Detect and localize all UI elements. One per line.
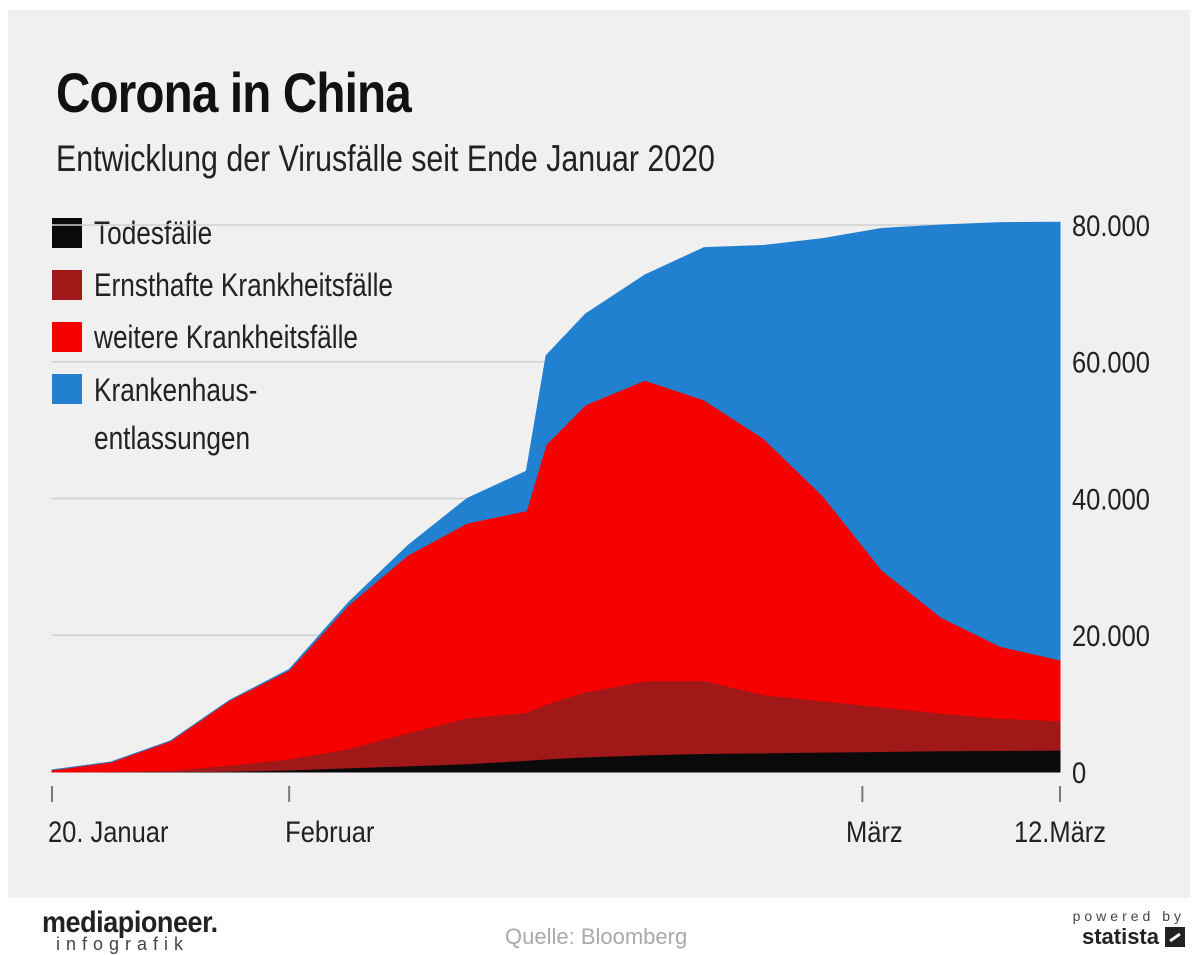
powered-by-label: powered by [1073, 908, 1185, 924]
x-axis-ticks: 20. Januar Februar März 12.März [48, 786, 1106, 848]
x-tick-label-1: Februar [285, 815, 374, 848]
y-axis-ticks: 0 20.000 40.000 60.000 80.000 [1072, 209, 1150, 789]
statista-wordmark-wrap: statista [1082, 924, 1185, 950]
x-tick-label-0: 20. Januar [48, 815, 168, 848]
y-tick-label-1: 20.000 [1072, 619, 1150, 652]
statista-logo: powered by statista [1073, 908, 1185, 950]
brand-logo: mediapioneer. infografik [42, 906, 237, 955]
x-tick-label-3: 12.März [1014, 815, 1106, 848]
y-tick-label-3: 60.000 [1072, 346, 1150, 379]
y-tick-label-2: 40.000 [1072, 483, 1150, 516]
statista-icon [1165, 927, 1185, 947]
y-tick-label-0: 0 [1072, 756, 1086, 789]
brand-name: mediapioneer. [42, 906, 218, 940]
x-tick-label-2: März [846, 815, 903, 848]
statista-wordmark: statista [1082, 924, 1159, 950]
area-series [52, 222, 1060, 772]
y-tick-label-4: 80.000 [1072, 209, 1150, 242]
source-note: Quelle: Bloomberg [505, 924, 687, 950]
